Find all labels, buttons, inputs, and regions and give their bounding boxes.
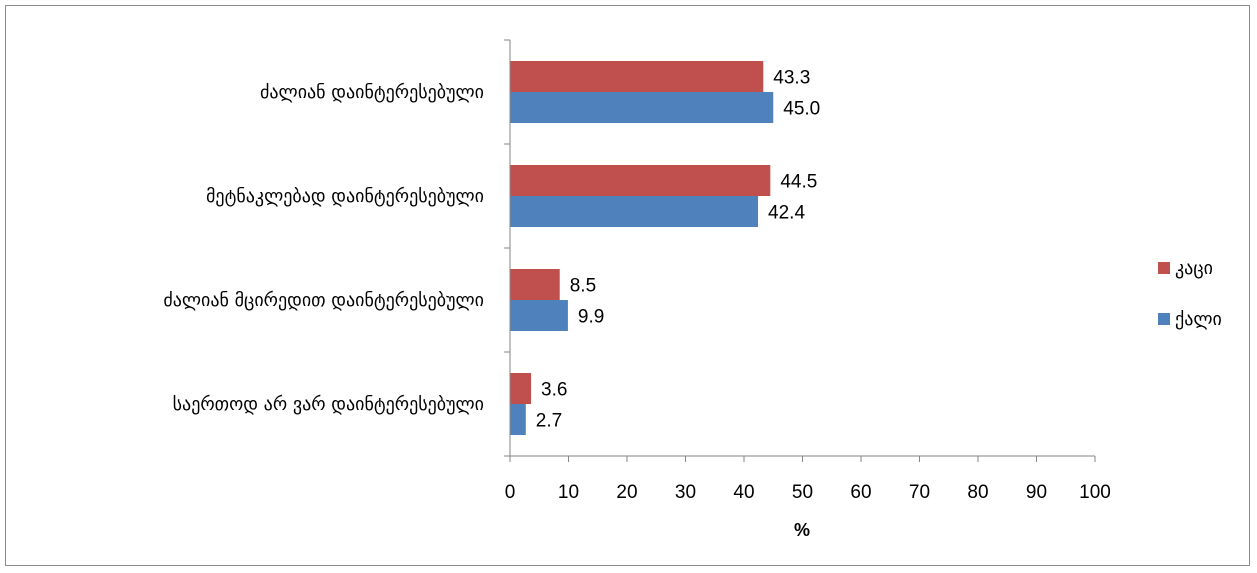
x-tick-label: 10	[558, 482, 579, 503]
data-label: 2.7	[536, 411, 562, 432]
data-label: 3.6	[541, 380, 567, 401]
bar-series-1-1	[510, 61, 764, 92]
x-tick-label: 30	[675, 482, 696, 503]
bar-series-1-4	[510, 373, 532, 404]
bar-series-2-2	[510, 196, 759, 227]
data-label: 43.3	[773, 68, 810, 89]
x-tick-label: 100	[1079, 482, 1111, 503]
bar-series-1-3	[510, 269, 560, 300]
legend-swatch-2	[1158, 313, 1170, 325]
data-label: 44.5	[780, 172, 817, 193]
bar-series-2-3	[510, 300, 568, 331]
legend-label-1: კაცი	[1175, 258, 1213, 279]
data-label: 9.9	[578, 307, 604, 328]
x-tick-label: 80	[967, 482, 988, 503]
x-tick-label: 20	[616, 482, 637, 503]
x-tick-label: 90	[1026, 482, 1047, 503]
category-label: ძალიან დაინტერესებული	[260, 82, 484, 103]
x-axis-title: %	[794, 520, 810, 540]
x-tick-label: 40	[733, 482, 754, 503]
x-tick-label: 70	[909, 482, 930, 503]
category-label: ძალიან მცირედით დაინტერესებული	[163, 290, 484, 311]
x-tick-label: 60	[850, 482, 871, 503]
legend-label-2: ქალი	[1175, 309, 1222, 330]
bar-series-2-4	[510, 404, 526, 435]
bar-series-2-1	[510, 92, 774, 123]
bar-series-1-2	[510, 165, 771, 196]
x-tick-label: 0	[505, 482, 516, 503]
x-tick-label: 50	[792, 482, 813, 503]
category-label: საერთოდ არ ვარ დაინტერესებული	[173, 394, 484, 415]
data-label: 45.0	[783, 99, 820, 120]
data-label: 42.4	[768, 203, 805, 224]
category-label: მეტნაკლებად დაინტერესებული	[206, 186, 484, 207]
legend-swatch-1	[1158, 262, 1170, 274]
data-label: 8.5	[570, 276, 596, 297]
